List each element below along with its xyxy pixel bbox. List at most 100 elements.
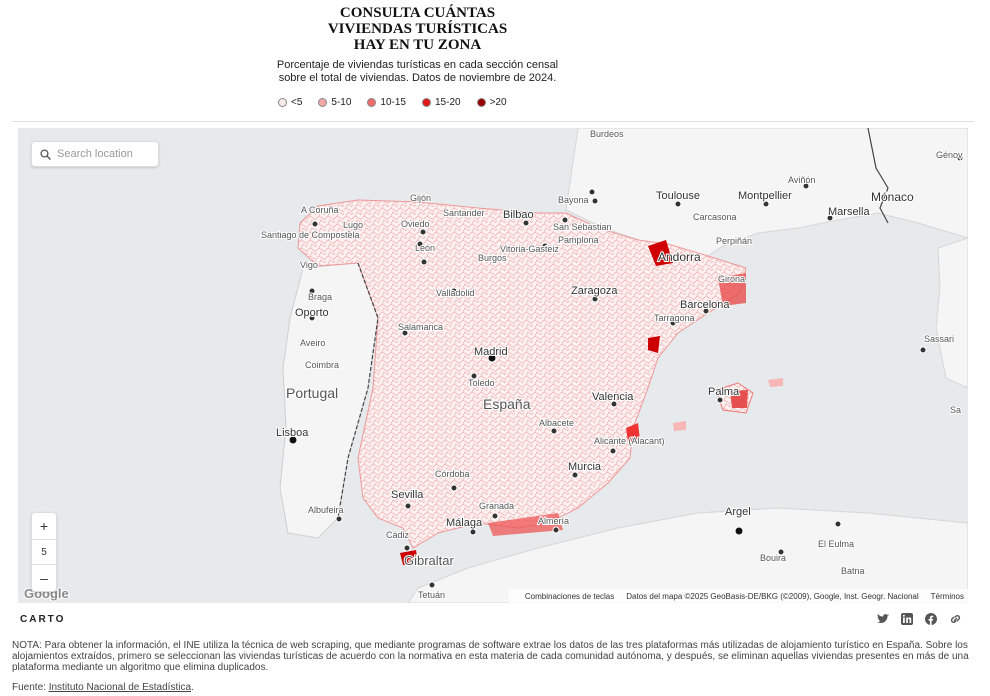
sardinia-land <box>935 237 968 389</box>
label-murcia: Murcia <box>568 461 602 473</box>
label-portugal: Portugal <box>286 385 338 401</box>
subtitle-line: sobre el total de viviendas. Datos de no… <box>278 72 557 84</box>
search-input[interactable] <box>57 148 152 160</box>
map-canvas[interactable]: Burdeos Toulouse Montpellier Aviñón Mars… <box>18 128 968 603</box>
label-bilbao: Bilbao <box>503 209 534 221</box>
label-sassari: Sassari <box>924 334 954 344</box>
label-perpinan: Perpiñán <box>716 236 752 246</box>
label-valladolid: Valladolid <box>436 288 474 298</box>
legend-swatch <box>318 97 328 107</box>
label-pamplona: Pamplona <box>558 235 599 245</box>
label-bayona: Bayona <box>558 195 589 205</box>
map[interactable]: Burdeos Toulouse Montpellier Aviñón Mars… <box>18 128 968 603</box>
link-icon[interactable] <box>948 612 962 626</box>
label-santiago: Santiago de Compostela <box>261 230 360 240</box>
legend-label: 5-10 <box>331 96 352 108</box>
label-alicante: Alicante (Alacant) <box>594 436 665 446</box>
label-argel: Argel <box>725 506 751 518</box>
legend-item: 5-10 <box>318 97 351 108</box>
hotspot-alicante <box>626 423 640 442</box>
france-land <box>565 128 968 257</box>
legend-item: <5 <box>278 97 302 108</box>
zoom-out-button[interactable]: – <box>40 570 48 586</box>
legend-label: 15-20 <box>435 96 461 108</box>
label-toulouse: Toulouse <box>656 190 700 202</box>
legend-swatch <box>278 97 287 107</box>
label-oviedo: Oviedo <box>401 219 430 229</box>
label-braga: Braga <box>308 292 332 302</box>
source: Fuente: Instituto Nacional de Estadístic… <box>12 682 194 693</box>
label-santander: Santander <box>443 208 485 218</box>
label-lisboa: Lisboa <box>276 427 309 439</box>
label-sansebastian: San Sebastian <box>553 222 612 232</box>
label-bouira: Bouira <box>760 553 786 563</box>
search-box[interactable] <box>31 141 159 167</box>
city-dots <box>288 154 964 589</box>
label-montpellier: Montpellier <box>738 190 792 202</box>
label-gijon: Gijón <box>410 193 431 203</box>
source-suffix: . <box>191 682 194 693</box>
zoom-level: 5 <box>32 539 56 565</box>
label-cadiz: Cádiz <box>386 530 410 540</box>
legend: <5 5-10 10-15 15-20 >20 <box>278 96 523 108</box>
legend-swatch <box>422 97 431 107</box>
legend-label: <5 <box>291 96 303 108</box>
spain-land <box>297 199 747 549</box>
hotspot-costa-del-sol <box>488 513 563 536</box>
legend-item: 15-20 <box>422 97 461 108</box>
label-monaco: Mónaco <box>871 190 914 204</box>
linkedin-icon[interactable] <box>900 612 914 626</box>
keyboard-shortcuts-link[interactable]: Combinaciones de teclas <box>524 591 615 601</box>
source-prefix: Fuente: <box>12 682 49 693</box>
label-zaragoza: Zaragoza <box>571 285 618 297</box>
legend-item: >20 <box>476 96 507 108</box>
label-aveiro: Aveiro <box>300 338 325 348</box>
zoom-in-button[interactable]: + <box>39 518 49 534</box>
border-france-italy <box>867 128 889 224</box>
legend-label: >20 <box>489 96 507 108</box>
label-espana: España <box>483 396 531 412</box>
map-labels: Burdeos Toulouse Montpellier Aviñón Mars… <box>23 128 964 602</box>
title-line: HAY EN TU ZONA <box>353 37 482 53</box>
terms-link[interactable]: Términos <box>930 591 964 601</box>
zoom-control: + 5 – <box>31 512 57 592</box>
label-tetuan: Tetuán <box>418 590 445 600</box>
label-vitoria: Vitoria-Gasteiz <box>500 244 559 254</box>
label-cordoba: Córdoba <box>435 469 470 479</box>
hotspot-costa-dorada <box>648 336 660 353</box>
legend-swatch <box>367 97 377 107</box>
label-toledo: Toledo <box>468 378 495 388</box>
page-title: CONSULTA CUÁNTAS VIVIENDAS TURÍSTICAS HA… <box>260 5 575 53</box>
border-portugal <box>337 262 379 519</box>
label-barcelona: Barcelona <box>680 299 730 311</box>
subtitle-line: Porcentaje de viviendas turísticas en ca… <box>276 59 559 71</box>
label-albufeira: Albufeira <box>308 505 344 515</box>
footnote: NOTA: Para obtener la información, el IN… <box>12 640 969 673</box>
menorca <box>768 378 783 387</box>
map-attribution: Combinaciones de teclas Datos del mapa ©… <box>508 589 968 603</box>
share-buttons <box>876 612 962 626</box>
label-almeria: Almería <box>538 516 569 526</box>
label-genova: Génov <box>936 150 963 160</box>
label-sevilla: Sevilla <box>391 489 424 501</box>
label-burdeos: Burdeos <box>590 129 624 139</box>
twitter-icon[interactable] <box>876 612 890 626</box>
label-granada: Granada <box>479 501 514 511</box>
source-link[interactable]: Instituto Nacional de Estadística <box>48 682 192 693</box>
hotspot-pyrenees <box>648 240 673 266</box>
label-acoruna: A Coruña <box>301 205 339 215</box>
label-marsella: Marsella <box>828 206 870 218</box>
carto-logo[interactable]: CARTO <box>20 613 66 625</box>
label-sa: Sa <box>950 405 961 415</box>
map-footer: CARTO <box>18 604 968 634</box>
label-carcasona: Carcasona <box>693 212 737 222</box>
label-gibraltar: Gibraltar <box>404 553 455 568</box>
hotspot-cadiz <box>400 550 418 565</box>
label-salamanca: Salamanca <box>398 322 443 332</box>
hotspot-palma <box>730 390 748 408</box>
label-lugo: Lugo <box>343 220 363 230</box>
title-line: CONSULTA CUÁNTAS <box>339 5 496 21</box>
label-avinon: Aviñón <box>788 175 815 185</box>
ibiza <box>673 421 686 431</box>
facebook-icon[interactable] <box>924 612 938 626</box>
